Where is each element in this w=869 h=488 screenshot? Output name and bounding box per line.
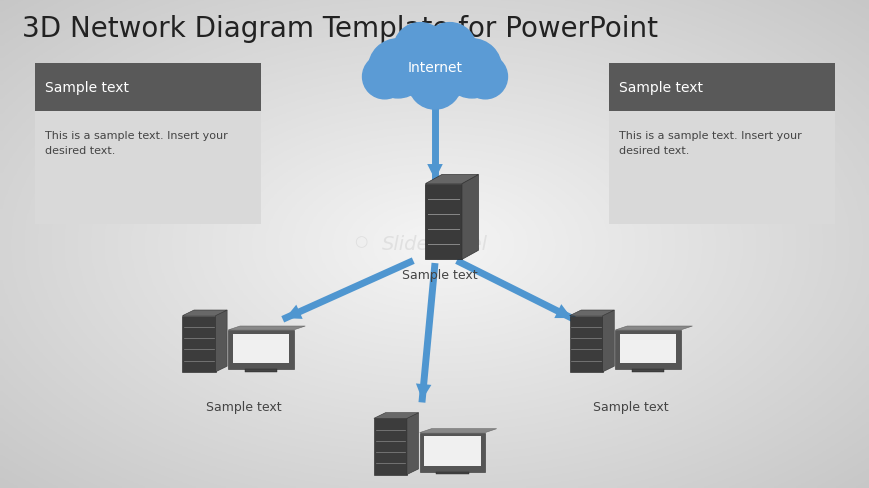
FancyBboxPatch shape <box>631 369 664 372</box>
Polygon shape <box>374 413 418 418</box>
Polygon shape <box>407 413 418 474</box>
Ellipse shape <box>393 23 447 77</box>
Text: This is a sample text. Insert your
desired text.: This is a sample text. Insert your desir… <box>619 131 801 156</box>
Polygon shape <box>419 429 496 433</box>
Ellipse shape <box>408 57 461 110</box>
Ellipse shape <box>462 55 507 100</box>
Polygon shape <box>182 316 216 372</box>
Polygon shape <box>461 175 478 260</box>
Text: Sample text: Sample text <box>593 400 667 413</box>
FancyBboxPatch shape <box>435 472 468 474</box>
Ellipse shape <box>396 27 473 104</box>
Polygon shape <box>602 310 614 372</box>
FancyBboxPatch shape <box>228 330 293 369</box>
Polygon shape <box>569 310 614 316</box>
Polygon shape <box>216 310 227 372</box>
Text: Sample text: Sample text <box>45 81 129 95</box>
Polygon shape <box>569 316 602 372</box>
Polygon shape <box>374 418 407 474</box>
FancyBboxPatch shape <box>614 330 680 369</box>
Polygon shape <box>182 310 227 316</box>
Text: This is a sample text. Insert your
desired text.: This is a sample text. Insert your desir… <box>45 131 228 156</box>
FancyBboxPatch shape <box>423 436 480 466</box>
FancyBboxPatch shape <box>608 112 834 224</box>
FancyBboxPatch shape <box>35 63 261 112</box>
Ellipse shape <box>441 40 501 99</box>
Text: 3D Network Diagram Template for PowerPoint: 3D Network Diagram Template for PowerPoi… <box>22 15 657 42</box>
Polygon shape <box>425 184 461 260</box>
Ellipse shape <box>422 23 476 77</box>
FancyBboxPatch shape <box>619 334 675 363</box>
FancyBboxPatch shape <box>244 369 277 372</box>
FancyBboxPatch shape <box>419 433 484 472</box>
Text: Sample text: Sample text <box>401 268 476 282</box>
Polygon shape <box>228 326 305 330</box>
Polygon shape <box>425 175 478 184</box>
Text: Sample text: Sample text <box>619 81 703 95</box>
Text: Sample text: Sample text <box>206 400 281 413</box>
Text: SlideModel: SlideModel <box>381 235 488 253</box>
Text: Internet: Internet <box>407 61 462 75</box>
Ellipse shape <box>362 55 407 100</box>
FancyBboxPatch shape <box>35 112 261 224</box>
Text: ○: ○ <box>354 234 368 249</box>
FancyBboxPatch shape <box>232 334 289 363</box>
Ellipse shape <box>368 40 428 99</box>
FancyBboxPatch shape <box>608 63 834 112</box>
Polygon shape <box>614 326 692 330</box>
